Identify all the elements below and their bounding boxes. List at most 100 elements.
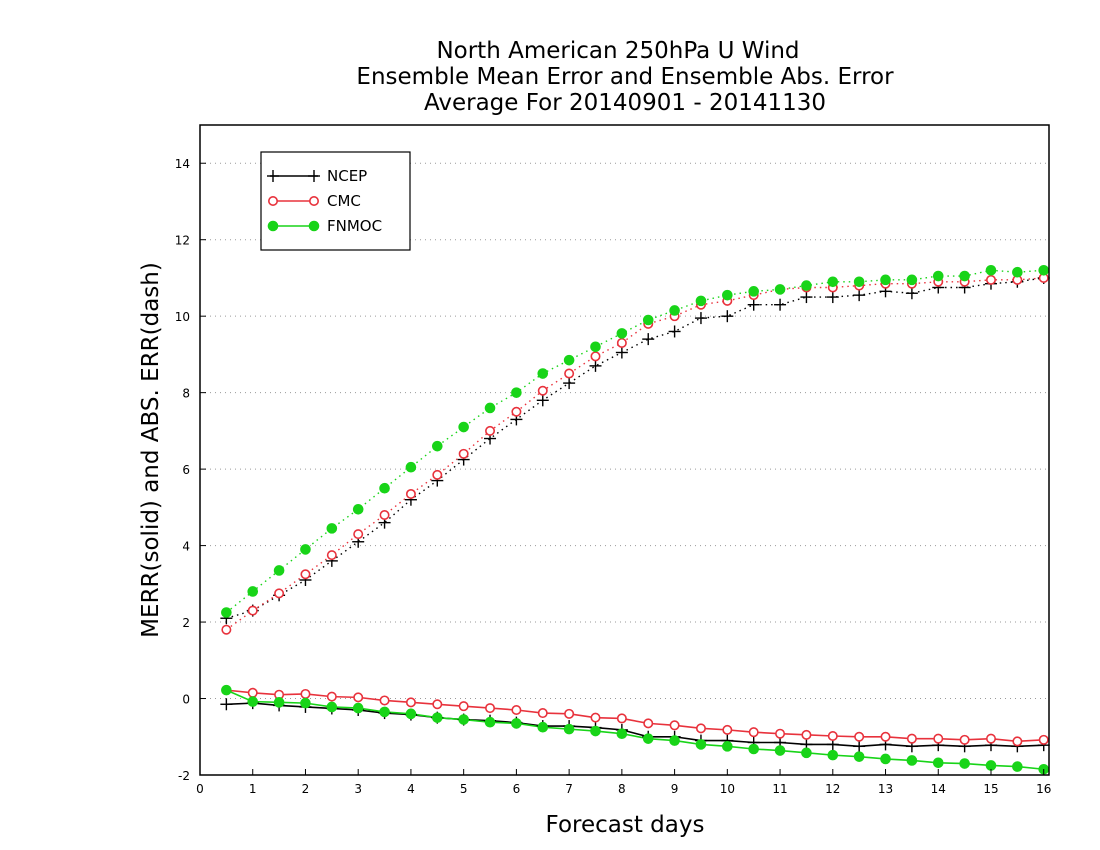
point-cmc-mean-error — [405, 697, 416, 708]
point-ncep-abs-error — [853, 289, 866, 302]
point-fnmoc-mean-error — [722, 741, 733, 752]
point-cmc-mean-error — [775, 728, 786, 739]
point-fnmoc-abs-error — [300, 544, 311, 555]
point-ncep-abs-error — [747, 298, 760, 311]
series-line-fnmoc-abs-error — [225, 269, 1044, 614]
point-fnmoc-abs-error — [563, 354, 575, 366]
point-cmc-abs-error — [485, 425, 496, 436]
point-cmc-mean-error — [511, 704, 522, 715]
x-tick-label: 14 — [931, 782, 946, 796]
point-cmc-mean-error — [959, 734, 970, 745]
point-fnmoc-abs-error — [1012, 266, 1023, 278]
y-tick-label: 8 — [182, 387, 190, 401]
point-fnmoc-abs-error — [431, 440, 443, 452]
point-fnmoc-mean-error — [458, 714, 469, 725]
x-tick-label: 16 — [1036, 782, 1051, 796]
point-ncep-abs-error — [589, 359, 602, 372]
point-cmc-mean-error — [985, 733, 996, 744]
point-cmc-mean-error — [695, 723, 706, 734]
x-tick-label: 15 — [983, 782, 998, 796]
point-fnmoc-abs-error — [906, 274, 918, 286]
series-line-fnmoc-mean-error — [226, 689, 1044, 771]
y-tick-label: 4 — [182, 540, 190, 554]
x-tick-label: 10 — [720, 782, 735, 796]
y-tick-label: 10 — [175, 310, 190, 324]
point-fnmoc-abs-error — [695, 295, 707, 307]
point-cmc-abs-error — [353, 529, 364, 540]
legend-label-ncep: NCEP — [327, 167, 367, 185]
point-cmc-mean-error — [933, 733, 944, 744]
point-fnmoc-abs-error — [458, 421, 469, 433]
point-cmc-abs-error — [379, 509, 390, 520]
point-cmc-abs-error — [985, 274, 996, 285]
point-cmc-abs-error — [300, 569, 311, 580]
point-fnmoc-mean-error — [590, 725, 601, 737]
y-tick-label: 14 — [175, 157, 190, 171]
legend: NCEP CMC FNMOC — [260, 151, 411, 251]
point-fnmoc-mean-error — [748, 743, 759, 755]
point-fnmoc-mean-error — [273, 697, 285, 708]
point-cmc-abs-error — [458, 448, 469, 459]
x-tick-label: 2 — [302, 782, 310, 796]
point-fnmoc-abs-error — [959, 270, 970, 282]
x-tick-label: 8 — [618, 782, 626, 796]
x-axis: 0 1 2 3 4 5 6 7 8 9 10 11 12 13 14 15 16 — [196, 769, 1051, 796]
point-fnmoc-mean-error — [405, 708, 417, 720]
point-cmc-abs-error — [405, 488, 416, 499]
point-cmc-mean-error — [590, 712, 601, 723]
point-fnmoc-mean-error — [352, 702, 364, 714]
point-cmc-mean-error — [379, 695, 390, 706]
x-tick-label: 9 — [671, 782, 679, 796]
point-cmc-abs-error — [432, 469, 443, 480]
legend-marker-ncep — [267, 170, 279, 182]
y-axis-label: MERR(solid) and ABS. ERR(dash) — [138, 262, 164, 638]
point-cmc-abs-error — [274, 588, 285, 599]
x-tick-label: 11 — [772, 782, 787, 796]
point-fnmoc-mean-error — [959, 758, 970, 769]
point-ncep-abs-error — [826, 291, 839, 304]
point-cmc-abs-error — [511, 406, 522, 417]
point-fnmoc-abs-error — [801, 280, 812, 291]
point-cmc-mean-error — [801, 729, 812, 740]
point-fnmoc-abs-error — [590, 341, 601, 353]
point-cmc-mean-error — [827, 730, 838, 741]
point-cmc-abs-error — [247, 605, 258, 616]
point-fnmoc-mean-error — [642, 733, 654, 744]
legend-marker-cmc — [308, 196, 319, 207]
point-cmc-abs-error — [326, 550, 337, 561]
point-cmc-mean-error — [432, 699, 443, 710]
point-cmc-mean-error — [326, 691, 337, 702]
point-cmc-mean-error — [1012, 736, 1023, 747]
point-fnmoc-mean-error — [563, 723, 575, 735]
point-cmc-abs-error — [616, 337, 627, 348]
y-axis: -2 0 2 4 6 8 10 12 14 — [175, 157, 206, 783]
legend-marker-ncep — [308, 170, 320, 182]
point-fnmoc-mean-error — [616, 728, 628, 740]
point-cmc-mean-error — [880, 731, 891, 742]
point-fnmoc-abs-error — [379, 482, 390, 494]
point-ncep-abs-error — [642, 333, 655, 346]
y-tick-label: 12 — [175, 234, 190, 248]
point-cmc-mean-error — [643, 718, 654, 729]
point-fnmoc-mean-error — [247, 696, 259, 707]
legend-label-cmc: CMC — [327, 192, 361, 210]
point-fnmoc-abs-error — [669, 305, 680, 316]
point-fnmoc-mean-error — [695, 739, 707, 750]
point-fnmoc-mean-error — [379, 706, 390, 718]
x-tick-label: 12 — [825, 782, 840, 796]
point-ncep-abs-error — [536, 394, 549, 407]
point-fnmoc-mean-error — [985, 760, 997, 771]
point-cmc-mean-error — [564, 708, 575, 719]
point-fnmoc-mean-error — [221, 684, 232, 696]
point-ncep-abs-error — [615, 346, 628, 359]
point-fnmoc-mean-error — [932, 757, 944, 769]
point-fnmoc-mean-error — [484, 716, 496, 728]
point-ncep-abs-error — [905, 287, 918, 300]
y-tick-label: 2 — [182, 616, 190, 630]
x-tick-label: 1 — [249, 782, 257, 796]
point-ncep-abs-error — [563, 377, 576, 390]
point-fnmoc-mean-error — [880, 753, 891, 765]
point-cmc-mean-error — [906, 733, 917, 744]
grid-lines — [200, 162, 1049, 776]
point-fnmoc-abs-error — [985, 264, 997, 276]
